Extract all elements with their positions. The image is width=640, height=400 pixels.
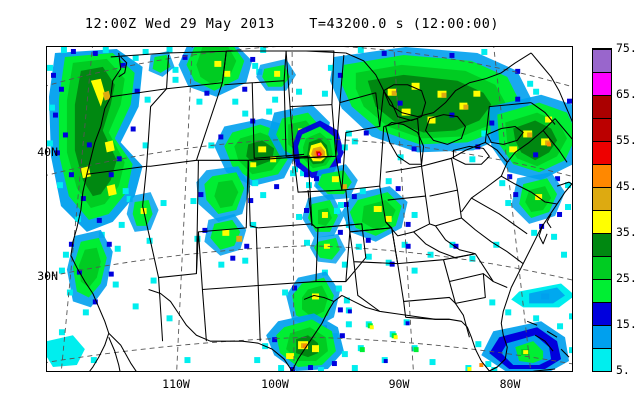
colorbar-band-10-15 — [593, 325, 611, 348]
colorbar-tick-65: 65. — [616, 87, 637, 101]
colorbar-band-5-10 — [593, 348, 611, 371]
x-tick-110w: 110W — [162, 377, 190, 391]
map-canvas — [47, 47, 572, 371]
colorbar-band-30-35 — [593, 233, 611, 256]
colorbar-band-45-50 — [593, 164, 611, 187]
y-tick-30n: 30N — [37, 269, 58, 283]
colorbar-tick-15: 15. — [616, 317, 637, 331]
x-tick-90w: 90W — [388, 377, 410, 391]
colorbar-band-65-70 — [593, 72, 611, 95]
colorbar-band-40-45 — [593, 187, 611, 210]
colorbar-band-70-75 — [593, 49, 611, 72]
colorbar-band-15-20 — [593, 302, 611, 325]
colorbar-tick-75: 75. — [616, 41, 637, 55]
lat-lon-gridlines — [47, 47, 572, 371]
colorbar-band-50-55 — [593, 141, 611, 164]
colorbar-tick-55: 55. — [616, 133, 637, 147]
page-title: 12:00Z Wed 29 May 2013 T=43200.0 s (12:0… — [84, 16, 500, 32]
x-tick-100w: 100W — [261, 377, 289, 391]
colorbar-band-55-60 — [593, 118, 611, 141]
colorbar-band-25-30 — [593, 256, 611, 279]
map-plot-area — [46, 46, 573, 372]
supercell-core — [266, 104, 352, 189]
colorbar-tick-25: 25. — [616, 271, 637, 285]
y-tick-40n: 40N — [37, 145, 58, 159]
colorbar-tick-5: 5. — [616, 363, 630, 377]
x-tick-80w: 80W — [499, 377, 521, 391]
colorbar-band-35-40 — [593, 210, 611, 233]
colorbar-tick-35: 35. — [616, 225, 637, 239]
colorbar-band-60-65 — [593, 95, 611, 118]
reflectivity-colorbar — [592, 48, 612, 372]
colorbar-band-20-25 — [593, 279, 611, 302]
map-borders — [70, 50, 572, 371]
colorbar-tick-45: 45. — [616, 179, 637, 193]
reflectivity-field — [47, 47, 572, 371]
